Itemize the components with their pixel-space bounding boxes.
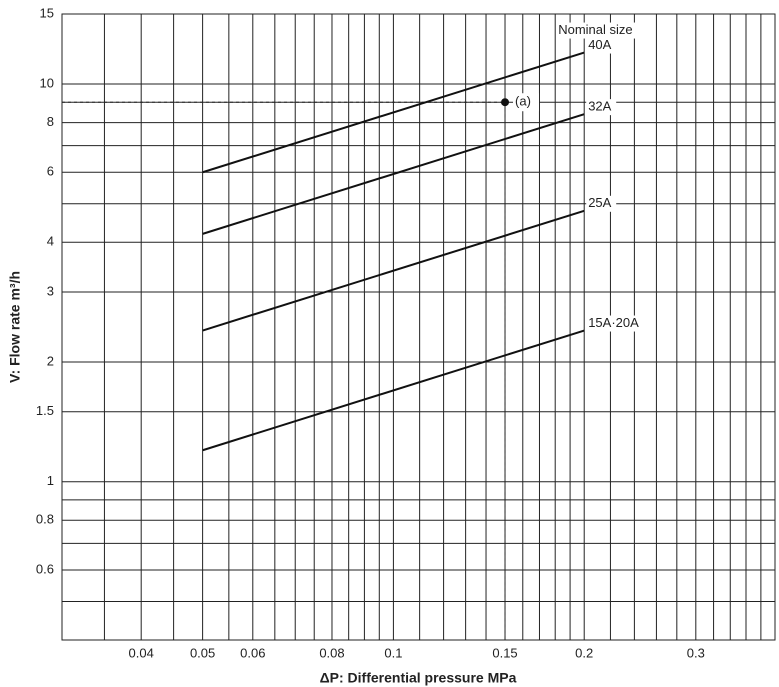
label-bg [586, 37, 617, 54]
series-line [202, 209, 585, 332]
y-tick-label: 3 [47, 283, 54, 298]
series-label: 32A [588, 99, 611, 114]
series-label: 40A [588, 37, 611, 52]
annotation-point [501, 98, 510, 107]
label-bg [586, 195, 617, 212]
series-line [202, 329, 585, 452]
plot-frame [61, 13, 776, 641]
y-tick-label: 2 [47, 353, 54, 368]
series-label: 15A·20A [588, 315, 639, 330]
x-tick-label: 0.08 [319, 645, 344, 660]
x-tick-label: 0.06 [240, 645, 265, 660]
y-tick-label: 8 [47, 114, 54, 129]
y-tick-label: 1 [47, 473, 54, 488]
x-tick-label: 0.3 [687, 645, 705, 660]
series-line [202, 51, 585, 174]
y-tick-label: 4 [47, 234, 54, 249]
y-tick-label: 0.8 [36, 512, 54, 527]
y-tick-label: 6 [47, 164, 54, 179]
label-bg [556, 22, 653, 39]
x-tick-label: 0.2 [575, 645, 593, 660]
series-label: 25A [588, 195, 611, 210]
x-tick-label: 0.15 [492, 645, 517, 660]
annotation-label: (a) [515, 94, 531, 109]
x-axis-title: ΔP: Differential pressure MPa [320, 670, 517, 686]
y-axis-title: V: Flow rate m³/h [7, 271, 23, 383]
series-line [202, 113, 585, 235]
y-tick-label: 0.6 [36, 561, 54, 576]
label-bg [586, 315, 649, 332]
x-tick-label: 0.1 [384, 645, 402, 660]
label-bg [513, 93, 540, 112]
label-bg [586, 99, 617, 116]
y-tick-label: 1.5 [36, 403, 54, 418]
x-tick-label: 0.04 [129, 645, 154, 660]
y-tick-label: 10 [40, 75, 54, 90]
legend-title: Nominal size [558, 22, 632, 37]
x-tick-label: 0.05 [190, 645, 215, 660]
y-tick-label: 15 [40, 5, 54, 20]
